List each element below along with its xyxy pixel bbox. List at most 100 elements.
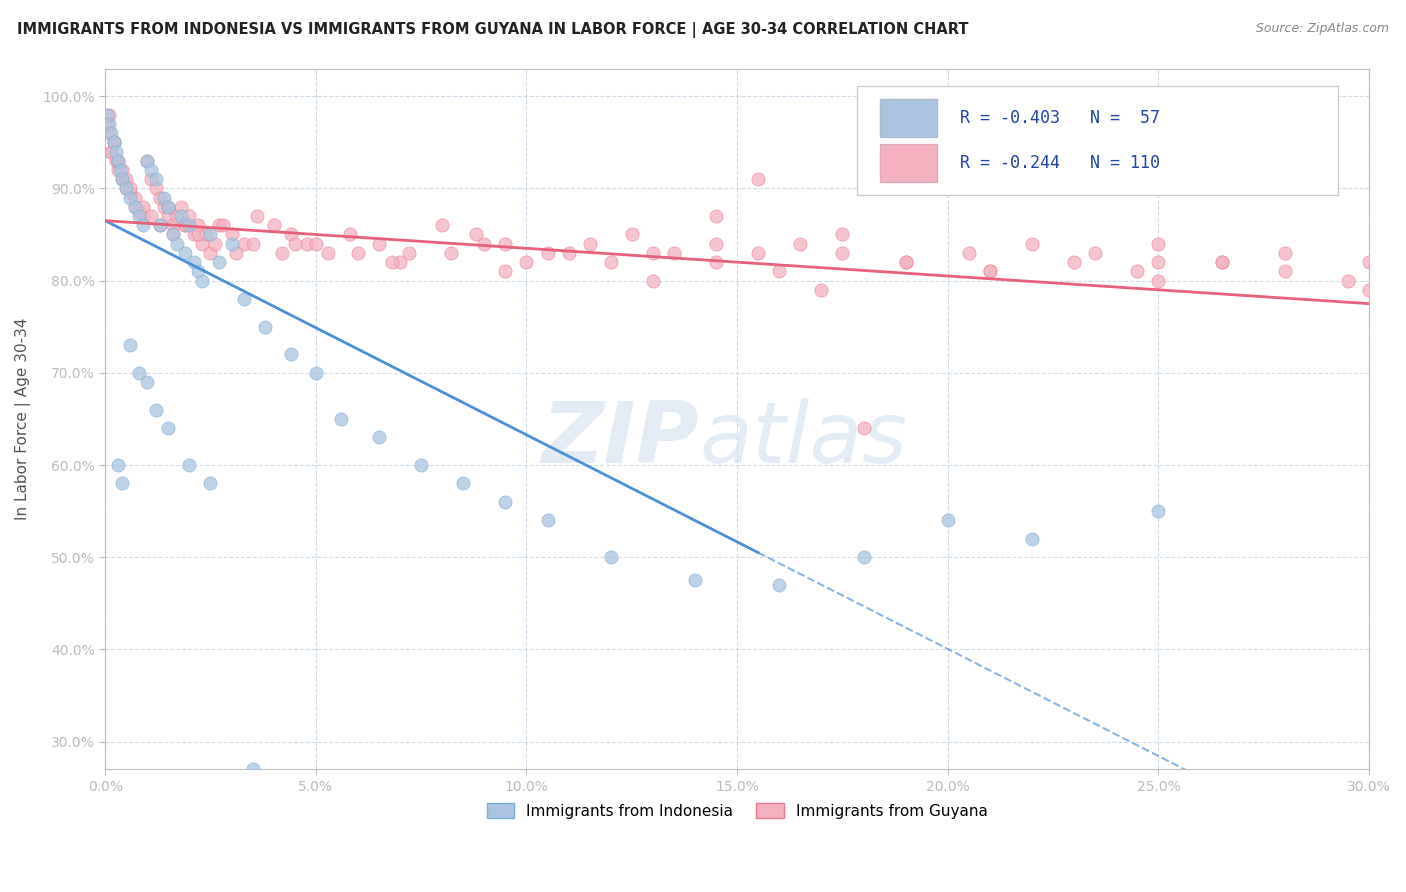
Point	[704, 209, 727, 223]
Point	[894, 255, 917, 269]
Point	[128, 204, 150, 219]
Point	[124, 200, 146, 214]
Point	[136, 153, 159, 168]
Point	[494, 495, 516, 509]
Point	[747, 246, 769, 260]
Point	[662, 246, 685, 260]
Bar	[880, 99, 936, 137]
Point	[183, 227, 205, 242]
Point	[1358, 283, 1381, 297]
Point	[183, 255, 205, 269]
Point	[704, 236, 727, 251]
Point	[157, 421, 180, 435]
Point	[339, 227, 361, 242]
Point	[128, 209, 150, 223]
Point	[195, 227, 218, 242]
Point	[957, 246, 980, 260]
Point	[242, 762, 264, 776]
Point	[440, 246, 463, 260]
Bar	[858, 86, 1337, 194]
Point	[200, 476, 222, 491]
Point	[128, 366, 150, 380]
Point	[157, 200, 180, 214]
Point	[187, 264, 209, 278]
Point	[111, 163, 134, 178]
Point	[120, 191, 142, 205]
Point	[979, 264, 1001, 278]
Point	[221, 236, 243, 251]
Point	[271, 246, 294, 260]
Point	[494, 264, 516, 278]
Point	[98, 126, 121, 140]
Point	[149, 219, 172, 233]
Point	[208, 255, 231, 269]
Point	[1021, 236, 1043, 251]
Point	[179, 209, 201, 223]
Point	[894, 255, 917, 269]
Point	[104, 153, 127, 168]
Point	[107, 163, 129, 178]
Point	[212, 219, 235, 233]
Point	[305, 366, 328, 380]
Point	[149, 191, 172, 205]
Point	[599, 255, 621, 269]
Point	[179, 219, 201, 233]
Point	[1274, 264, 1296, 278]
Point	[1358, 255, 1381, 269]
Point	[107, 153, 129, 168]
Point	[111, 476, 134, 491]
Point	[494, 236, 516, 251]
Point	[852, 421, 875, 435]
Point	[132, 209, 155, 223]
Point	[936, 513, 959, 527]
Point	[141, 163, 163, 178]
Point	[200, 246, 222, 260]
Point	[221, 227, 243, 242]
Text: atlas: atlas	[699, 399, 907, 482]
Point	[96, 108, 118, 122]
Point	[1021, 532, 1043, 546]
Point	[100, 145, 122, 159]
Point	[96, 117, 118, 131]
Point	[157, 209, 180, 223]
Point	[124, 191, 146, 205]
Point	[162, 219, 184, 233]
Point	[166, 209, 188, 223]
Point	[704, 255, 727, 269]
Point	[641, 246, 664, 260]
Point	[170, 200, 193, 214]
Point	[132, 219, 155, 233]
Point	[115, 181, 138, 195]
Point	[263, 219, 285, 233]
Point	[411, 458, 433, 472]
Point	[145, 402, 167, 417]
Point	[103, 136, 125, 150]
Point	[368, 236, 391, 251]
Point	[132, 200, 155, 214]
Point	[747, 172, 769, 186]
Point	[120, 338, 142, 352]
Point	[464, 227, 486, 242]
Point	[162, 227, 184, 242]
Point	[157, 200, 180, 214]
Point	[98, 117, 121, 131]
Point	[191, 274, 214, 288]
Point	[115, 172, 138, 186]
Point	[107, 153, 129, 168]
Point	[1211, 255, 1233, 269]
Point	[246, 209, 269, 223]
Point	[100, 145, 122, 159]
Point	[149, 219, 172, 233]
Point	[1147, 255, 1170, 269]
Point	[641, 274, 664, 288]
Point	[170, 209, 193, 223]
Y-axis label: In Labor Force | Age 30-34: In Labor Force | Age 30-34	[15, 318, 31, 520]
Point	[208, 219, 231, 233]
Point	[1274, 246, 1296, 260]
Point	[284, 236, 307, 251]
Point	[200, 227, 222, 242]
Point	[120, 181, 142, 195]
Point	[233, 292, 256, 306]
Point	[103, 136, 125, 150]
Point	[174, 219, 197, 233]
